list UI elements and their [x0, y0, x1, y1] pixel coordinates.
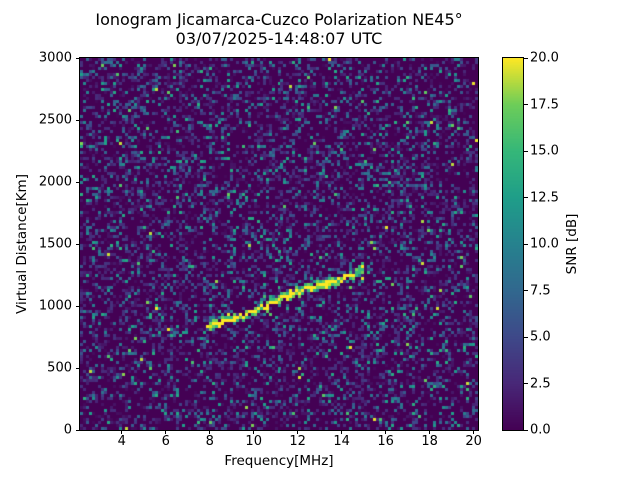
y-tick-label: 1500	[38, 236, 72, 252]
colorbar-tick-mark	[524, 336, 528, 338]
x-tick-label: 8	[205, 434, 214, 449]
x-tick-label: 14	[333, 434, 350, 449]
colorbar-label: SNR [dB]	[564, 213, 580, 275]
colorbar-tick-mark	[524, 197, 528, 198]
colorbar-tick-label: 0.0	[530, 422, 551, 438]
x-tick-label: 12	[289, 434, 306, 449]
y-tick-label: 0	[63, 422, 72, 438]
y-tick-mark	[76, 367, 80, 369]
y-tick-mark	[76, 181, 80, 183]
y-axis-label: Virtual Distance[Km]	[14, 174, 30, 314]
y-tick-mark	[76, 429, 80, 431]
x-tick-mark	[253, 430, 255, 434]
colorbar-tick-label: 17.5	[530, 97, 559, 112]
colorbar-tick-mark	[524, 150, 528, 152]
x-tick-label: 20	[465, 434, 482, 449]
colorbar-tick-label: 2.5	[530, 376, 551, 391]
x-tick-label: 18	[421, 434, 438, 449]
colorbar-tick-mark	[524, 429, 528, 431]
heatmap-canvas	[80, 58, 478, 430]
x-tick-mark	[429, 430, 431, 434]
chart-subtitle: 03/07/2025-14:48:07 UTC	[175, 29, 383, 48]
colorbar-tick-label: 20.0	[530, 50, 559, 66]
y-tick-mark	[76, 57, 80, 59]
y-tick-mark	[76, 305, 80, 307]
x-tick-label: 16	[377, 434, 394, 449]
y-tick-label: 3000	[38, 50, 72, 66]
colorbar-tick-label: 10.0	[530, 236, 559, 252]
x-tick-label: 6	[161, 434, 170, 449]
plot-area	[79, 57, 479, 431]
colorbar-tick-mark	[524, 243, 528, 245]
y-tick-label: 2000	[38, 174, 72, 190]
x-tick-mark	[121, 430, 123, 434]
y-tick-label: 500	[47, 360, 72, 376]
colorbar-tick-label: 12.5	[530, 190, 559, 205]
colorbar-canvas	[503, 58, 523, 430]
chart-title-block: Ionogram Jicamarca-Cuzco Polarization NE…	[80, 10, 478, 48]
y-tick-label: 1000	[38, 298, 72, 314]
colorbar	[502, 57, 524, 431]
x-tick-mark	[165, 430, 167, 434]
colorbar-tick-label: 15.0	[530, 143, 559, 159]
x-tick-label: 10	[245, 434, 262, 449]
x-tick-mark	[341, 430, 343, 434]
y-tick-mark	[76, 119, 80, 121]
x-tick-mark	[385, 430, 387, 434]
x-tick-mark	[297, 430, 299, 434]
chart-title: Ionogram Jicamarca-Cuzco Polarization NE…	[95, 10, 463, 29]
y-tick-mark	[76, 243, 80, 245]
x-tick-mark	[209, 430, 211, 434]
colorbar-tick-mark	[524, 290, 528, 291]
x-tick-label: 4	[117, 434, 126, 449]
colorbar-tick-label: 5.0	[530, 329, 551, 345]
x-axis-label: Frequency[MHz]	[224, 453, 334, 469]
colorbar-tick-mark	[524, 57, 528, 59]
colorbar-tick-label: 7.5	[530, 283, 551, 298]
x-tick-mark	[473, 430, 475, 434]
colorbar-tick-mark	[524, 383, 528, 384]
y-tick-label: 2500	[38, 112, 72, 128]
colorbar-tick-mark	[524, 104, 528, 105]
